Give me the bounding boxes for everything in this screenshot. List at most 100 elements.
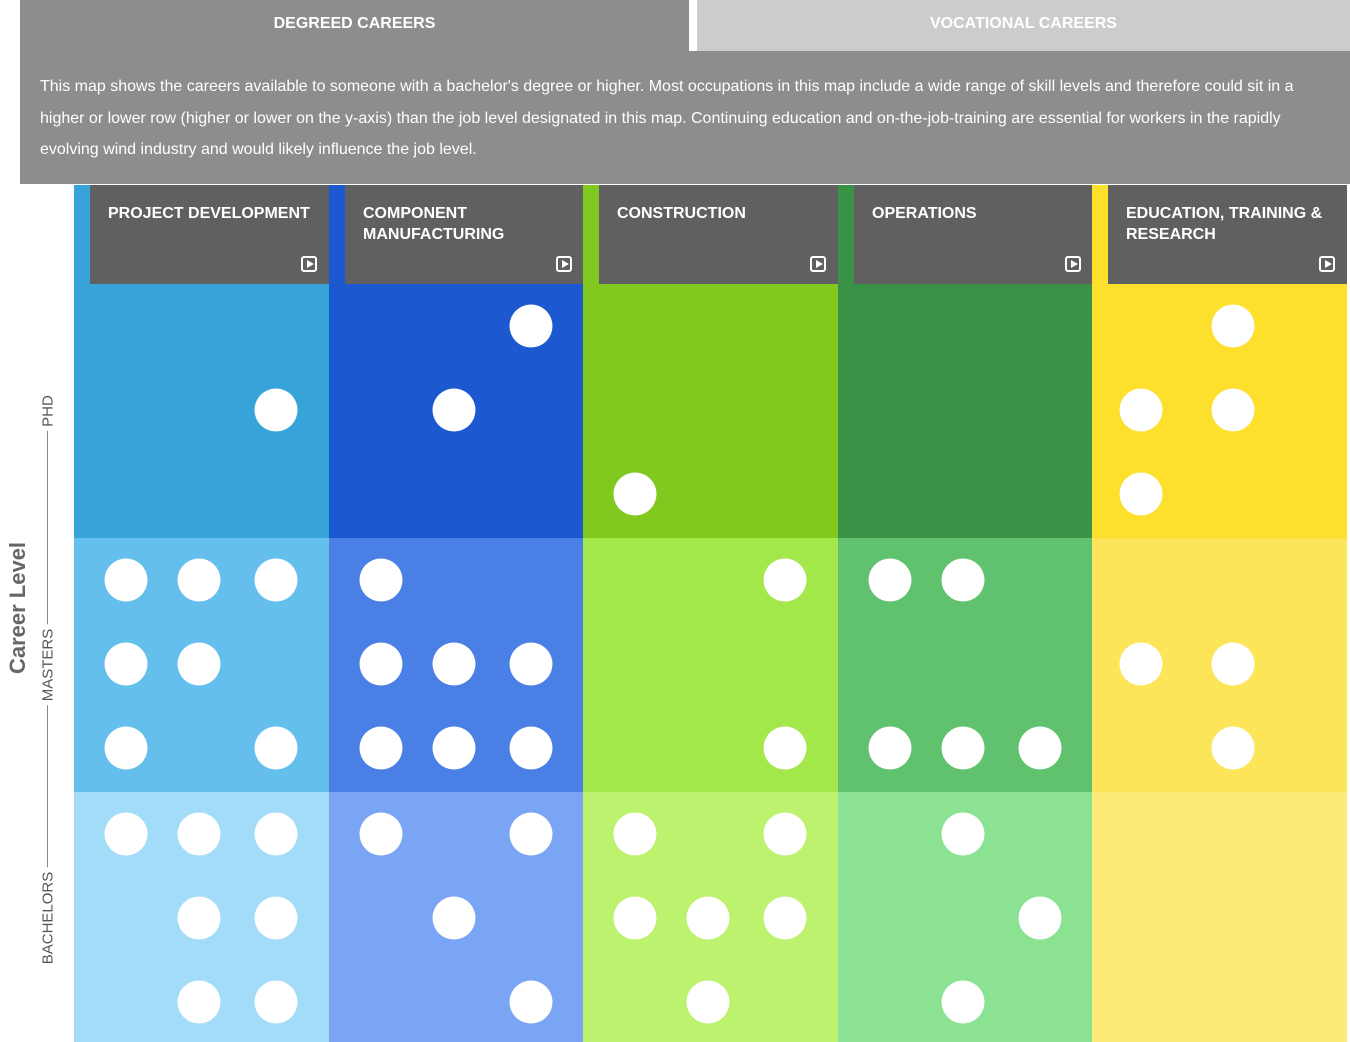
career-column: COMPONENT MANUFACTURING	[329, 185, 584, 1042]
career-column: PROJECT DEVELOPMENT	[74, 185, 329, 1042]
career-dot[interactable]	[941, 726, 985, 770]
career-dot[interactable]	[686, 896, 730, 940]
career-dot[interactable]	[177, 980, 221, 1024]
career-dot[interactable]	[254, 726, 298, 770]
level-label-bachelors: BACHELORS	[39, 867, 57, 969]
career-dot[interactable]	[509, 812, 553, 856]
career-dot[interactable]	[254, 388, 298, 432]
level-cell-masters	[838, 538, 1093, 792]
career-dot[interactable]	[941, 980, 985, 1024]
career-dot[interactable]	[1018, 726, 1062, 770]
column-title: OPERATIONS	[872, 205, 977, 222]
level-cell-bachelors	[838, 792, 1093, 1042]
career-dot[interactable]	[613, 812, 657, 856]
level-label-phd: PHD	[39, 391, 57, 431]
career-dot[interactable]	[509, 726, 553, 770]
level-cell-masters	[329, 538, 584, 792]
career-dot[interactable]	[1211, 726, 1255, 770]
level-cell-bachelors	[583, 792, 838, 1042]
career-dot[interactable]	[432, 896, 476, 940]
career-dot[interactable]	[432, 726, 476, 770]
career-dot[interactable]	[104, 642, 148, 686]
column-title: CONSTRUCTION	[617, 205, 746, 222]
career-dot[interactable]	[359, 642, 403, 686]
career-dot[interactable]	[104, 726, 148, 770]
play-icon[interactable]	[1319, 256, 1335, 272]
career-dot[interactable]	[1119, 472, 1163, 516]
career-column: OPERATIONS	[838, 185, 1093, 1042]
column-header-button[interactable]: EDUCATION, TRAINING & RESEARCH	[1108, 185, 1347, 284]
career-dot[interactable]	[254, 980, 298, 1024]
career-dot[interactable]	[254, 896, 298, 940]
column-header-button[interactable]: CONSTRUCTION	[599, 185, 838, 284]
level-cell-phd	[1092, 284, 1347, 538]
level-cell-bachelors	[1092, 792, 1347, 1042]
column-header: OPERATIONS	[838, 185, 1093, 285]
career-dot[interactable]	[177, 642, 221, 686]
career-dot[interactable]	[359, 726, 403, 770]
career-dot[interactable]	[868, 558, 912, 602]
column-title: PROJECT DEVELOPMENT	[108, 205, 310, 222]
career-column: CONSTRUCTION	[583, 185, 838, 1042]
career-dot[interactable]	[177, 558, 221, 602]
career-dot[interactable]	[1119, 642, 1163, 686]
career-dot[interactable]	[613, 896, 657, 940]
career-dot[interactable]	[1018, 896, 1062, 940]
career-dot[interactable]	[509, 642, 553, 686]
career-dot[interactable]	[359, 812, 403, 856]
level-cell-phd	[329, 284, 584, 538]
level-cell-masters	[583, 538, 838, 792]
column-header-button[interactable]: COMPONENT MANUFACTURING	[345, 185, 584, 284]
career-dot[interactable]	[104, 812, 148, 856]
career-dot[interactable]	[359, 558, 403, 602]
career-dot[interactable]	[104, 558, 148, 602]
column-header-button[interactable]: PROJECT DEVELOPMENT	[90, 185, 329, 284]
level-cell-masters	[1092, 538, 1347, 792]
career-dot[interactable]	[686, 980, 730, 1024]
column-header: COMPONENT MANUFACTURING	[329, 185, 584, 285]
career-dot[interactable]	[941, 558, 985, 602]
career-dot[interactable]	[1211, 642, 1255, 686]
column-title: EDUCATION, TRAINING & RESEARCH	[1126, 205, 1323, 243]
level-cell-bachelors	[329, 792, 584, 1042]
level-cell-phd	[74, 284, 329, 538]
career-dot[interactable]	[254, 812, 298, 856]
play-icon[interactable]	[1065, 256, 1081, 272]
career-dot[interactable]	[763, 558, 807, 602]
career-dot[interactable]	[254, 558, 298, 602]
career-dot[interactable]	[432, 642, 476, 686]
play-icon[interactable]	[301, 256, 317, 272]
level-cell-phd	[838, 284, 1093, 538]
column-title: COMPONENT MANUFACTURING	[363, 205, 505, 243]
intro-text: This map shows the careers available to …	[20, 51, 1350, 184]
career-dot[interactable]	[763, 812, 807, 856]
column-header: CONSTRUCTION	[583, 185, 838, 285]
column-header: PROJECT DEVELOPMENT	[74, 185, 329, 285]
career-dot[interactable]	[509, 304, 553, 348]
career-dot[interactable]	[177, 812, 221, 856]
column-header-button[interactable]: OPERATIONS	[854, 185, 1093, 284]
career-column: EDUCATION, TRAINING & RESEARCH	[1092, 185, 1347, 1042]
tab-vocational-careers[interactable]: VOCATIONAL CAREERS	[697, 0, 1350, 51]
level-label-masters: MASTERS	[39, 624, 57, 706]
career-dot[interactable]	[432, 388, 476, 432]
career-dot[interactable]	[1119, 388, 1163, 432]
career-dot[interactable]	[1211, 304, 1255, 348]
career-dot[interactable]	[177, 896, 221, 940]
column-header: EDUCATION, TRAINING & RESEARCH	[1092, 185, 1347, 285]
career-dot[interactable]	[763, 726, 807, 770]
play-icon[interactable]	[556, 256, 572, 272]
level-cell-phd	[583, 284, 838, 538]
level-cell-masters	[74, 538, 329, 792]
level-cell-bachelors	[74, 792, 329, 1042]
career-dot[interactable]	[509, 980, 553, 1024]
play-icon[interactable]	[810, 256, 826, 272]
career-tabs: DEGREED CAREERS VOCATIONAL CAREERS	[20, 0, 1350, 51]
career-dot[interactable]	[1211, 388, 1255, 432]
career-dot[interactable]	[868, 726, 912, 770]
career-dot[interactable]	[613, 472, 657, 516]
career-dot[interactable]	[763, 896, 807, 940]
axis-title: Career Level	[5, 541, 30, 675]
tab-degreed-careers[interactable]: DEGREED CAREERS	[20, 0, 689, 51]
career-dot[interactable]	[941, 812, 985, 856]
